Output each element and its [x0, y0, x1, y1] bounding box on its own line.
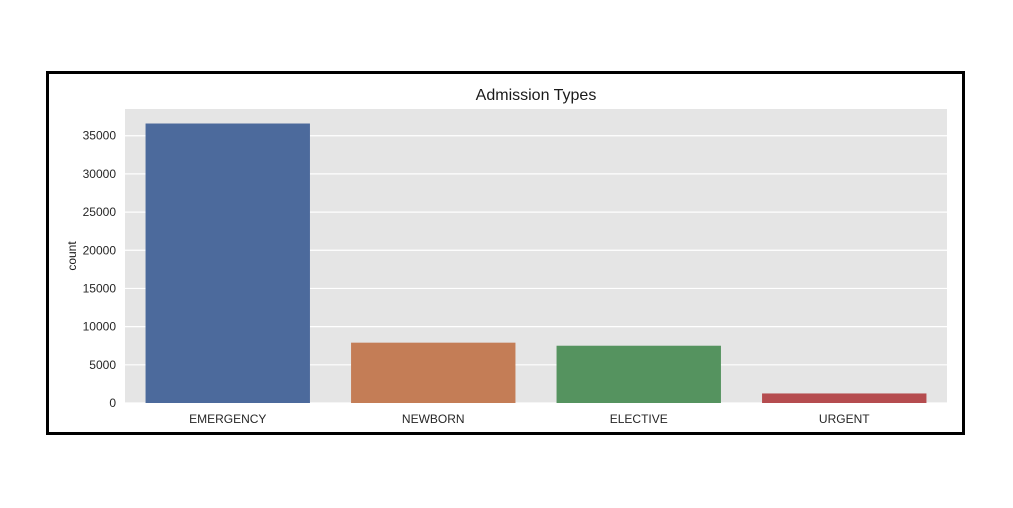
x-tick-labels: EMERGENCY NEWBORN ELECTIVE URGENT — [189, 412, 870, 426]
bar-emergency — [145, 123, 310, 403]
bar-urgent — [762, 393, 927, 403]
y-tick-label: 15000 — [83, 281, 117, 295]
y-tick-label: 30000 — [83, 167, 117, 181]
chart-title: Admission Types — [476, 87, 597, 104]
y-tick-labels: 0 5000 10000 15000 20000 25000 30000 35000 — [83, 129, 117, 410]
y-axis-label: count — [65, 241, 79, 271]
x-tick-label: EMERGENCY — [189, 412, 266, 426]
bar-newborn — [351, 342, 516, 403]
bars — [145, 123, 927, 403]
y-tick-label: 25000 — [83, 205, 117, 219]
chart-frame: 0 5000 10000 15000 20000 25000 30000 35000 EMER… — [46, 71, 965, 435]
bar-elective — [556, 345, 721, 403]
y-tick-label: 0 — [109, 396, 116, 410]
y-tick-label: 5000 — [89, 358, 116, 372]
y-tick-label: 10000 — [83, 320, 117, 334]
y-tick-label: 20000 — [83, 243, 117, 257]
x-tick-label: NEWBORN — [402, 412, 465, 426]
y-tick-label: 35000 — [83, 129, 117, 143]
x-tick-label: URGENT — [819, 412, 870, 426]
x-tick-label: ELECTIVE — [610, 412, 668, 426]
bar-chart: 0 5000 10000 15000 20000 25000 30000 35000 EMER… — [65, 87, 947, 426]
